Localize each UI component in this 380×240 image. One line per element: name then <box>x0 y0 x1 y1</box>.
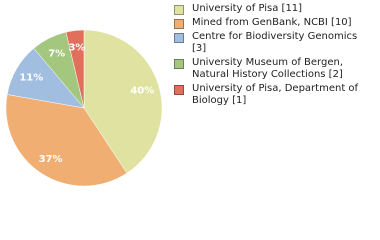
legend-swatch <box>174 19 184 29</box>
pie-slice <box>5 94 128 187</box>
legend-label: University Museum of Bergen, Natural His… <box>192 57 343 80</box>
slice-label: 7% <box>48 49 65 60</box>
legend-swatch <box>174 85 184 95</box>
legend-item: Centre for Biodiversity Genomics [3] <box>174 31 374 55</box>
slice-label: 3% <box>68 43 85 54</box>
legend-label: Mined from GenBank, NCBI [10] <box>192 17 352 28</box>
slice-label: 11% <box>19 73 43 84</box>
legend-item: University of Pisa [11] <box>174 3 374 15</box>
pie-slice <box>65 29 85 109</box>
slice-label: 40% <box>130 86 154 97</box>
pie-chart: 40% 37% 11% 7%3% <box>5 29 163 187</box>
legend-swatch <box>174 33 184 43</box>
legend-item: Mined from GenBank, NCBI [10] <box>174 17 374 29</box>
slice-label: 37% <box>39 154 63 165</box>
legend-label: University of Pisa, Department of Biolog… <box>192 83 359 106</box>
legend: University of Pisa [11] Mined from GenBan… <box>174 3 374 109</box>
legend-label: University of Pisa [11] <box>192 3 303 14</box>
legend-swatch <box>174 5 184 15</box>
legend-swatch <box>174 59 184 69</box>
legend-item: University of Pisa, Department of Biolog… <box>174 83 374 107</box>
legend-item: University Museum of Bergen, Natural His… <box>174 57 374 81</box>
legend-label: Centre for Biodiversity Genomics [3] <box>192 31 358 54</box>
